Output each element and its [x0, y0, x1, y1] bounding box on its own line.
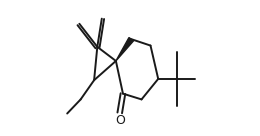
Text: O: O	[115, 114, 125, 127]
Polygon shape	[116, 38, 134, 61]
